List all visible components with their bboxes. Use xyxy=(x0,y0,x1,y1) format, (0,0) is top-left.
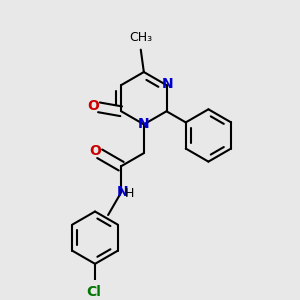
Text: Cl: Cl xyxy=(86,285,101,299)
Text: O: O xyxy=(89,144,101,158)
Text: N: N xyxy=(138,117,150,131)
Text: N: N xyxy=(162,77,174,91)
Text: H: H xyxy=(125,187,134,200)
Text: N: N xyxy=(116,185,128,200)
Text: O: O xyxy=(88,99,99,113)
Text: CH₃: CH₃ xyxy=(129,31,152,44)
